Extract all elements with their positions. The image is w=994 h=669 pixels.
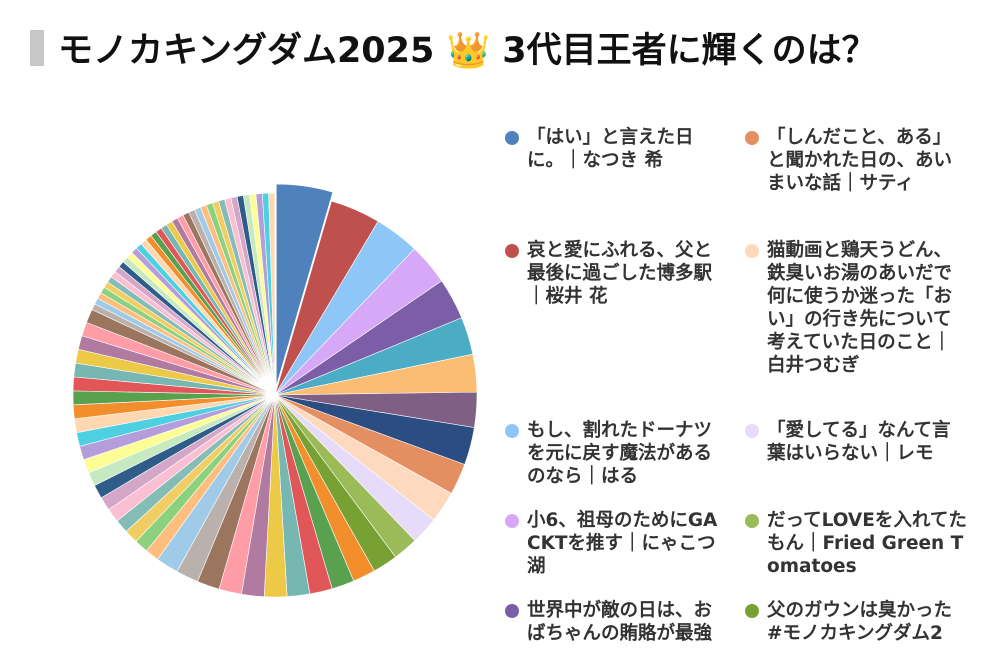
legend-label: 「はい」と言えた日に。｜なつき 希 [527, 127, 694, 171]
legend-entry: だってLOVEを入れてたもん｜Fried Green Tomatoes [745, 509, 967, 578]
legend-entry: 世界中が敵の日は、おばちゃんの賄賂が最強 [505, 599, 727, 645]
legend-marker [505, 244, 519, 258]
legend-label: 「愛してる」なんて言葉はいらない｜レモ [767, 420, 951, 464]
legend-marker [505, 604, 519, 618]
legend-label: 哀と愛にふれる、父と最後に過ごした博多駅｜桜井 花 [527, 240, 713, 307]
legend-label: 父のガウンは臭かった #モノカキングダム2 [767, 600, 953, 644]
legend-marker [505, 514, 519, 528]
legend-entry: 猫動画と鶏天うどん、鉄臭いお湯のあいだで何に使うか迷った「おい」の行き先について… [745, 239, 967, 377]
legend-entry: 哀と愛にふれる、父と最後に過ごした博多駅｜桜井 花 [505, 239, 727, 308]
legend-marker [745, 604, 759, 618]
legend-entry: 「愛してる」なんて言葉はいらない｜レモ [745, 419, 967, 465]
legend-entry: 「しんだこと、ある」と聞かれた日の、あいまいな話｜サティ [745, 126, 967, 195]
legend-entry: 小6、祖母のためにGACKTを推す｜にゃこつ湖 [505, 509, 727, 578]
legend-marker [505, 424, 519, 438]
legend-entry: 父のガウンは臭かった #モノカキングダム2 [745, 599, 967, 645]
legend-entry: 「はい」と言えた日に。｜なつき 希 [505, 126, 727, 172]
legend-label: 世界中が敵の日は、おばちゃんの賄賂が最強 [527, 600, 713, 644]
legend-marker [745, 514, 759, 528]
pie-slice [268, 192, 276, 396]
legend-marker [745, 131, 759, 145]
legend-label: だってLOVEを入れてたもん｜Fried Green Tomatoes [767, 510, 967, 577]
title-bar [30, 30, 44, 66]
legend-marker [745, 424, 759, 438]
legend-entry: もし、割れたドーナツを元に戻す魔法があるのなら｜はる [505, 419, 727, 488]
legend-marker [505, 131, 519, 145]
legend-label: 小6、祖母のためにGACKTを推す｜にゃこつ湖 [527, 510, 718, 577]
legend-label: もし、割れたドーナツを元に戻す魔法があるのなら｜はる [527, 420, 713, 487]
legend-marker [745, 244, 759, 258]
legend-label: 猫動画と鶏天うどん、鉄臭いお湯のあいだで何に使うか迷った「おい」の行き先について… [767, 240, 953, 376]
chart-title: モノカキングダム2025 👑 3代目王者に輝くのは？ [58, 31, 877, 71]
legend-label: 「しんだこと、ある」と聞かれた日の、あいまいな話｜サティ [767, 127, 953, 194]
pie-slice [275, 183, 334, 387]
